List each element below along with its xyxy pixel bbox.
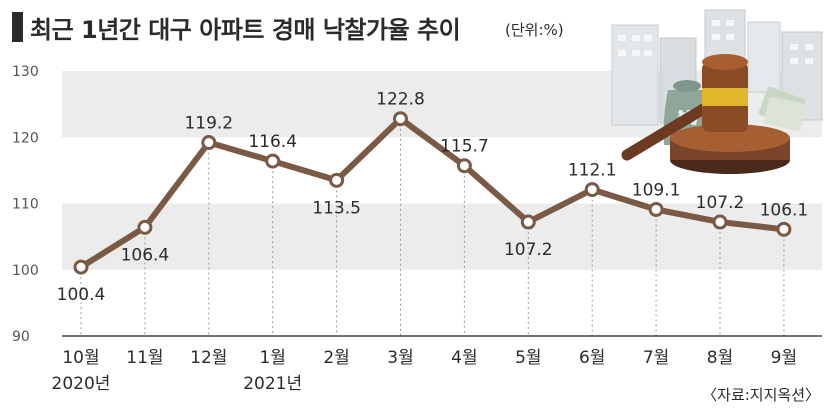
- x-tick-label: 1월: [259, 348, 285, 368]
- x-tick-label: 12월: [190, 348, 227, 368]
- data-label: 116.4: [248, 132, 297, 152]
- data-label: 115.7: [440, 137, 489, 157]
- series-line: [78, 115, 787, 271]
- grid-band: [62, 203, 822, 270]
- unit-label: (단위:%): [505, 21, 564, 39]
- x-tick-label: 3월: [387, 348, 413, 368]
- data-label: 107.2: [696, 193, 745, 213]
- data-point: [584, 182, 600, 198]
- x-tick-label: 6월: [579, 348, 605, 368]
- x-tick-label: 9월: [771, 348, 797, 368]
- data-point: [712, 214, 728, 230]
- data-labels: 100.4 106.4 119.2 116.4 113.5 122.8 115.7 107.2…: [57, 90, 809, 305]
- x-year-label: 2021년: [243, 374, 302, 394]
- x-tick-label: 5월: [515, 348, 541, 368]
- data-point: [648, 201, 664, 217]
- y-tick-label: 90: [12, 329, 30, 345]
- y-tick-label: 100: [12, 263, 39, 279]
- x-year-label: 2020년: [52, 374, 111, 394]
- x-tick-label: 10월: [62, 348, 99, 368]
- data-point: [73, 259, 89, 275]
- data-label: 113.5: [312, 198, 361, 218]
- x-tick-label: 2월: [323, 348, 349, 368]
- data-point: [329, 172, 345, 188]
- x-tick-label: 8월: [707, 348, 733, 368]
- data-label: 109.1: [632, 180, 681, 200]
- y-tick-label: 110: [12, 197, 39, 213]
- data-label: 107.2: [504, 240, 553, 260]
- x-tick-label: 11월: [126, 348, 163, 368]
- data-point: [520, 214, 536, 230]
- data-point: [456, 158, 472, 174]
- data-point: [265, 153, 281, 169]
- source-note: 〈자료:지지옥션〉: [702, 386, 820, 404]
- chart-title: 최근 1년간 대구 아파트 경매 낙찰가율 추이: [30, 16, 461, 44]
- x-tick-label: 7월: [643, 348, 669, 368]
- drop-lines: [80, 118, 785, 336]
- x-tick-label: 4월: [451, 348, 477, 368]
- data-label: 100.4: [57, 285, 106, 305]
- data-label: 106.4: [121, 245, 170, 265]
- y-tick-labels: 90 100 110 120 130: [12, 64, 39, 345]
- auction-gavel-money-buildings-icon: ₩: [611, 9, 823, 174]
- data-label: 106.1: [760, 200, 809, 220]
- title-marker: [12, 12, 23, 42]
- data-point: [393, 111, 408, 127]
- y-tick-label: 120: [12, 130, 39, 146]
- data-label: 122.8: [376, 90, 425, 110]
- data-point: [137, 219, 153, 235]
- data-points: [73, 111, 792, 275]
- y-tick-label: 130: [12, 64, 39, 80]
- data-point: [201, 135, 217, 151]
- data-label: 119.2: [184, 114, 233, 134]
- data-label: 112.1: [568, 161, 617, 181]
- x-tick-labels: 10월 2020년 11월 12월 1월 2021년 2월 3월 4월 5월 6월 7월 8월 9월: [52, 348, 798, 394]
- data-point: [776, 221, 792, 237]
